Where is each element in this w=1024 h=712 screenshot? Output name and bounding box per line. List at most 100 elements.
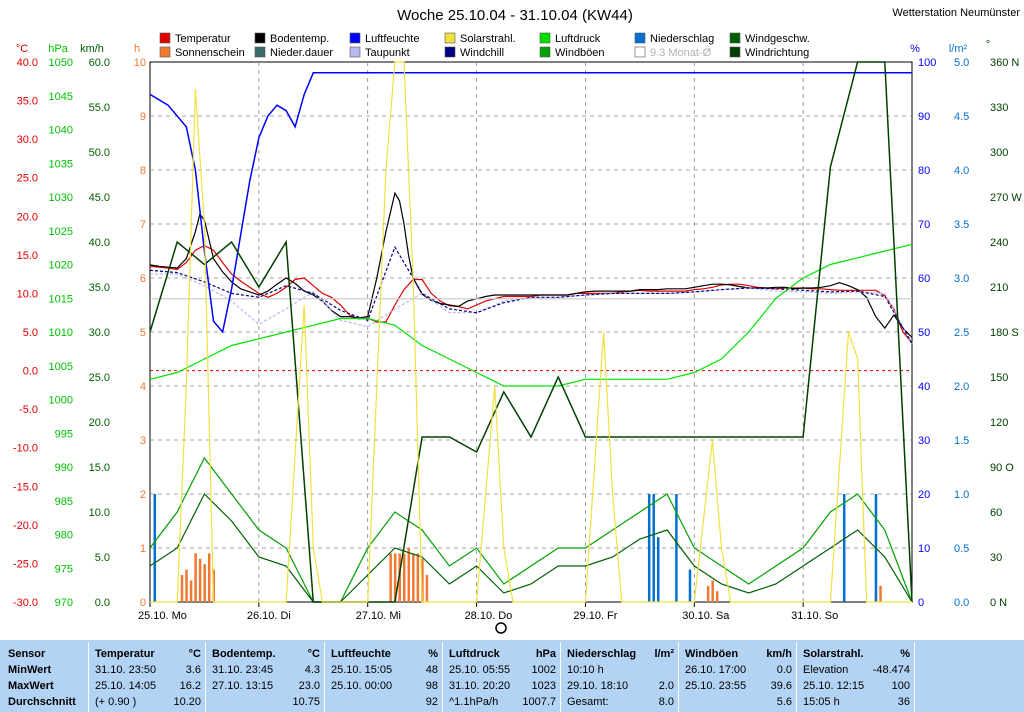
legend-label: Niederschlag: [650, 33, 714, 45]
stats-col-sensor: Sensor MinWert MaxWert Durchschnitt: [2, 642, 88, 712]
bar-niederschlag: [688, 569, 692, 602]
legend-label: Luftfeuchte: [365, 33, 419, 45]
bar-sonnenschein: [416, 553, 420, 602]
stats-pressure-row: 31.10. 20:20 1023: [449, 680, 556, 692]
tick-humidity: 90: [918, 111, 930, 123]
stats-avg-label: Durchschnitt: [8, 696, 76, 708]
tick-humidity: 60: [918, 273, 930, 285]
bar-sonnenschein: [180, 575, 184, 602]
tick-temperature: 0.0: [23, 366, 38, 378]
bar-niederschlag: [675, 494, 678, 602]
unit-hpa: hPa: [48, 43, 68, 55]
x-tick-label: 28.10. Do: [465, 610, 513, 622]
stats-gusts-header: Windböen km/h: [685, 648, 792, 660]
bar-sonnenschein: [711, 580, 714, 602]
station-name: Wetterstation Neumünster: [892, 7, 1020, 19]
tick-humidity: 50: [918, 327, 930, 339]
stats-rain-header: Niederschlag l/m²: [567, 648, 674, 660]
bar-sonnenschein: [207, 553, 211, 602]
legend-swatch: [444, 46, 456, 58]
series-luftdruck: [149, 243, 913, 387]
legend-label: Taupunkt: [365, 47, 410, 59]
stats-col-empty: [914, 642, 1022, 712]
tick-hours: 1: [140, 543, 146, 555]
tick-rain: 2.0: [954, 381, 969, 393]
tick-direction: 150: [990, 372, 1008, 384]
tick-wind: 15.0: [89, 462, 110, 474]
tick-temperature: 20.0: [17, 211, 38, 223]
stats-humidity-row: 25.10. 00:00 98: [331, 680, 438, 692]
unit-percent: %: [910, 43, 920, 55]
legend-swatch: [159, 46, 171, 58]
stats-max-label: MaxWert: [8, 680, 54, 692]
stats-rain-row: 10:10 h: [567, 664, 604, 676]
tick-temperature: 10.0: [17, 288, 38, 300]
axis-labels: 40.035.030.025.020.015.010.05.00.0-5.0-1…: [13, 57, 1022, 622]
tick-humidity: 10: [918, 543, 930, 555]
tick-direction: 330: [990, 102, 1008, 114]
tick-rain: 3.5: [954, 219, 969, 231]
legend-label: Luftdruck: [555, 33, 601, 45]
tick-pressure: 1045: [49, 91, 73, 103]
tick-wind: 35.0: [89, 282, 110, 294]
tick-humidity: 80: [918, 165, 930, 177]
tick-pressure: 1015: [49, 293, 73, 305]
tick-humidity: 20: [918, 489, 930, 501]
stats-col-solar: Solarstrahl.% Elevation -48.474 25.10. 12:1…: [796, 642, 914, 712]
stats-temperature-row: 31.10. 23:50 3.6: [95, 664, 201, 676]
tick-wind: 40.0: [89, 237, 110, 249]
legend: Temperatur Sonnenschein Bodentemp. Nieder.d…: [159, 32, 810, 59]
stats-rain-row: 29.10. 18:10 2.0: [567, 680, 674, 692]
stats-col-soil: Bodentemp. °C 31.10. 23:45 4.3 27.10. 13:15 2…: [205, 642, 324, 712]
x-tick-label: 29.10. Fr: [573, 610, 617, 622]
line-series: [149, 61, 913, 603]
tick-hours: 10: [134, 57, 146, 69]
bar-niederschlag: [842, 494, 846, 602]
legend-label: Nieder.dauer: [270, 47, 333, 59]
tick-rain: 4.0: [954, 165, 969, 177]
tick-rain: 1.0: [954, 489, 969, 501]
tick-temperature: 15.0: [17, 250, 38, 262]
bar-niederschlag: [153, 494, 157, 602]
x-tick-label: 31.10. So: [791, 610, 838, 622]
stats-col-rain: Niederschlag l/m² 10:10 h 29.10. 18:10 2.0 Ge…: [560, 642, 678, 712]
series-luftfeuchte: [149, 72, 912, 334]
tick-temperature: -10.0: [13, 443, 38, 455]
bar-sonnenschein: [212, 569, 215, 602]
series-temperatur: [149, 244, 913, 344]
tick-pressure: 1050: [49, 57, 73, 69]
tick-pressure: 1010: [49, 327, 73, 339]
tick-direction: 360 N: [990, 57, 1019, 69]
now-marker-icon[interactable]: [495, 622, 507, 634]
x-tick-label: 25.10. Mo: [138, 610, 187, 622]
stats-gusts-row: 26.10. 17:00 0.0: [685, 664, 792, 676]
bar-niederschlag: [652, 494, 655, 602]
bar-sonnenschein: [194, 553, 197, 602]
tick-rain: 0.5: [954, 543, 969, 555]
legend-swatch: [634, 46, 646, 58]
stats-humidity-row: 25.10. 15:05 48: [331, 664, 438, 676]
series-solarstrahl-: [150, 61, 912, 603]
tick-temperature: -30.0: [13, 597, 38, 609]
tick-rain: 2.5: [954, 327, 969, 339]
tick-wind: 55.0: [89, 102, 110, 114]
tick-pressure: 1030: [49, 192, 73, 204]
tick-rain: 4.5: [954, 111, 969, 123]
tick-wind: 5.0: [95, 552, 110, 564]
legend-label: Windgeschw.: [745, 33, 810, 45]
legend-swatch: [634, 32, 646, 44]
tick-pressure: 1020: [49, 260, 73, 272]
stats-soil-row: 10.75: [292, 696, 320, 708]
tick-direction: 300: [990, 147, 1008, 159]
bar-sonnenschein: [879, 585, 882, 602]
stats-temperature-row: (+ 0.90 ) 10.20: [95, 696, 201, 708]
bar-sonnenschein: [389, 553, 392, 602]
tick-hours: 4: [140, 381, 146, 393]
legend-swatch: [349, 32, 361, 44]
series-bodentemp-: [149, 191, 913, 338]
tick-rain: 5.0: [954, 57, 969, 69]
stats-pressure-row: ^1.1hPa/h 1007.7: [449, 696, 556, 708]
tick-hours: 0: [140, 597, 146, 609]
stats-min-label: MinWert: [8, 664, 52, 676]
tick-direction: 270 W: [990, 192, 1022, 204]
